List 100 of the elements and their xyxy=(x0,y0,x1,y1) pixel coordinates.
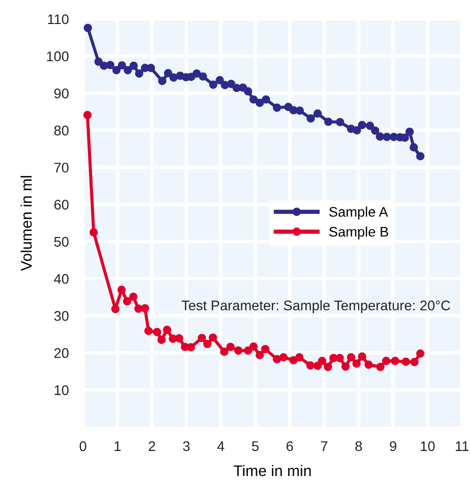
point xyxy=(289,356,298,364)
y-axis-title: Volumen in ml xyxy=(20,176,32,271)
point xyxy=(162,326,172,334)
point xyxy=(244,87,252,96)
point xyxy=(164,68,172,78)
point xyxy=(306,114,315,123)
point xyxy=(203,340,212,348)
point xyxy=(366,122,374,130)
point xyxy=(416,152,424,160)
point xyxy=(226,342,235,352)
legend-label: Sample A xyxy=(329,206,388,220)
x-tick-label: 10 xyxy=(420,441,435,452)
point xyxy=(249,342,258,351)
x-tick-label: 1 xyxy=(114,441,121,451)
point xyxy=(358,352,366,361)
y-tick-label: 90 xyxy=(54,88,69,98)
point xyxy=(152,328,162,336)
point xyxy=(352,359,361,368)
point xyxy=(90,228,98,236)
annotation: Test Parameter: Sample Temperature: 20°C xyxy=(182,300,450,314)
point xyxy=(358,120,366,130)
point xyxy=(306,361,315,370)
x-tick-label: 4 xyxy=(217,441,224,451)
point xyxy=(249,95,258,104)
x-tick-label: 2 xyxy=(148,441,156,451)
point xyxy=(216,76,224,84)
point xyxy=(405,128,414,136)
point xyxy=(83,110,92,120)
y-tick-label: 110 xyxy=(48,14,69,24)
point xyxy=(226,80,236,88)
point xyxy=(313,362,322,370)
point xyxy=(336,354,344,362)
x-tick-label: 8 xyxy=(355,441,362,452)
y-tick-label: 60 xyxy=(54,200,69,210)
point xyxy=(169,73,178,82)
x-tick-label: 5 xyxy=(252,441,259,452)
y-tick-label: 100 xyxy=(47,51,69,62)
point xyxy=(371,126,380,135)
point xyxy=(336,118,344,126)
point xyxy=(318,356,326,366)
point xyxy=(346,353,356,362)
point xyxy=(410,143,418,152)
x-tick-label: 9 xyxy=(390,441,396,452)
point xyxy=(341,362,350,371)
y-tick-label: 70 xyxy=(54,162,69,173)
point xyxy=(198,72,208,81)
x-tick-label: 6 xyxy=(286,441,293,452)
point xyxy=(129,62,138,70)
point xyxy=(208,333,218,342)
y-tick-label: 40 xyxy=(54,274,69,284)
point xyxy=(324,362,332,372)
point xyxy=(296,106,304,115)
point xyxy=(158,76,166,86)
point xyxy=(186,343,196,352)
point xyxy=(94,57,103,66)
x-tick-label: 3 xyxy=(183,441,190,452)
point xyxy=(84,24,92,32)
y-tick-label: 20 xyxy=(54,348,69,358)
point xyxy=(117,286,126,294)
point xyxy=(262,95,270,104)
point xyxy=(106,60,114,70)
point xyxy=(376,362,385,372)
y-tick-label: 50 xyxy=(54,236,69,247)
point xyxy=(416,349,424,358)
point xyxy=(324,118,332,126)
point xyxy=(174,334,184,343)
point xyxy=(146,64,156,72)
x-tick-label: 11 xyxy=(456,441,469,451)
point xyxy=(256,350,264,360)
point xyxy=(134,69,144,78)
y-tick-label: 10 xyxy=(54,385,69,396)
point xyxy=(112,66,121,74)
point xyxy=(313,109,322,118)
point xyxy=(118,61,126,70)
point xyxy=(144,326,153,336)
point xyxy=(209,80,218,89)
point xyxy=(272,103,282,112)
point xyxy=(111,304,120,314)
point xyxy=(198,334,206,342)
x-tick-label: 0 xyxy=(80,441,86,452)
point xyxy=(390,356,400,366)
point xyxy=(124,66,132,74)
y-tick-label: 80 xyxy=(54,126,69,136)
point xyxy=(157,336,166,344)
y-tick-label: 30 xyxy=(54,311,69,321)
legend-label: Sample B xyxy=(329,226,388,240)
point xyxy=(382,132,392,142)
point xyxy=(295,353,304,362)
x-axis-title: Time in min xyxy=(234,464,311,476)
point xyxy=(129,292,138,301)
point xyxy=(192,69,201,78)
point xyxy=(376,132,384,141)
point xyxy=(220,348,228,356)
point xyxy=(234,346,243,355)
point xyxy=(352,126,362,134)
point xyxy=(140,304,150,312)
point xyxy=(256,98,264,107)
x-tick-label: 7 xyxy=(321,441,328,451)
point xyxy=(402,358,410,366)
point xyxy=(364,360,373,369)
